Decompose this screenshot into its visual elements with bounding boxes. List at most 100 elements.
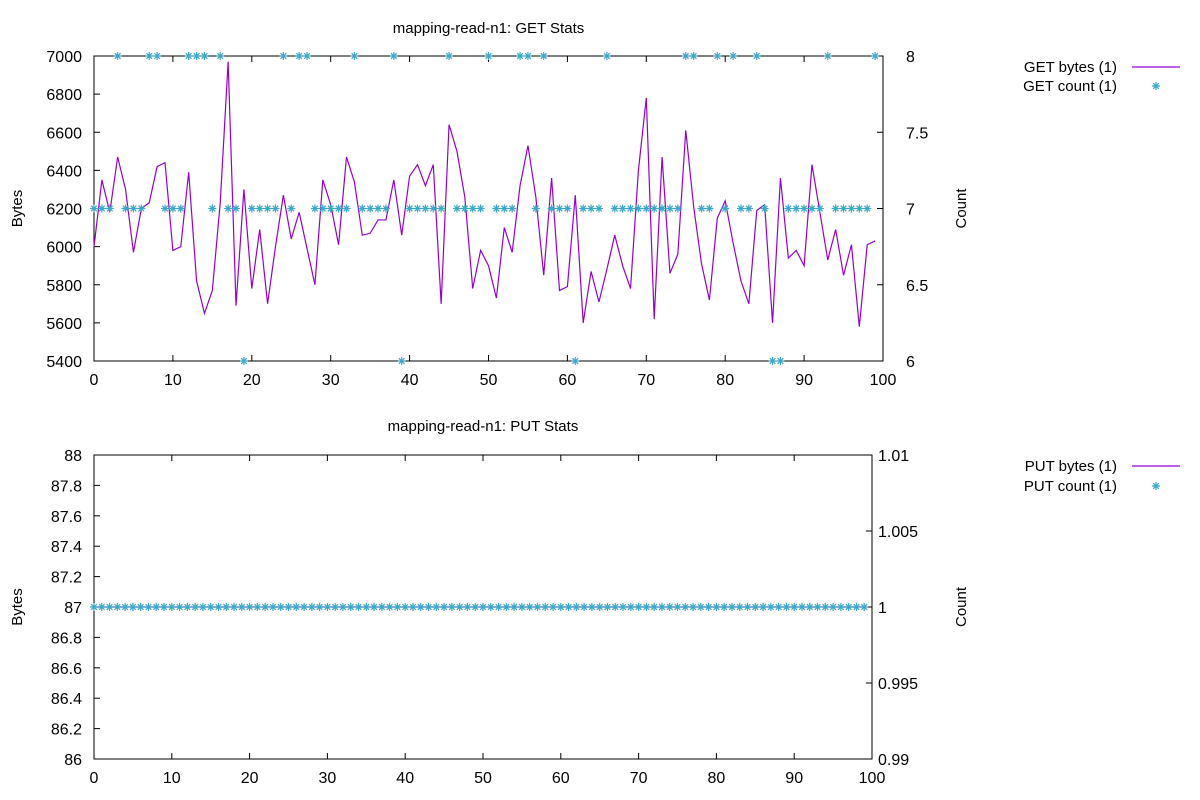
count-point: [245, 603, 254, 611]
point-marker: [650, 204, 659, 213]
point-marker: [852, 603, 861, 611]
x-tick-label: 70: [637, 372, 655, 389]
count-point: [452, 204, 461, 213]
count-point: [105, 204, 114, 213]
count-point: [405, 204, 414, 213]
point-marker: [445, 52, 454, 60]
count-point: [176, 204, 185, 213]
point-marker: [797, 603, 806, 611]
count-point: [736, 204, 745, 213]
count-point: [468, 204, 477, 213]
count-point: [774, 603, 783, 611]
count-point: [136, 603, 145, 611]
point-marker: [184, 52, 193, 60]
count-point: [642, 204, 651, 213]
count-point: [782, 603, 791, 611]
y-tick-label: 7000: [46, 49, 82, 66]
point-marker: [603, 603, 612, 611]
count-point: [216, 52, 225, 60]
count-point: [310, 204, 319, 213]
count-point: [836, 603, 845, 611]
count-point: [261, 603, 270, 611]
count-point: [137, 204, 146, 213]
count-point: [303, 52, 312, 60]
point-marker: [224, 204, 233, 213]
point-marker: [300, 603, 309, 611]
count-point: [626, 204, 635, 213]
point-marker: [500, 204, 509, 213]
point-marker: [455, 603, 464, 611]
point-marker: [136, 603, 145, 611]
point-marker: [287, 204, 296, 213]
count-point: [539, 52, 548, 60]
count-point: [358, 204, 367, 213]
count-point: [237, 603, 246, 611]
y-tick-label: 87.6: [51, 509, 82, 526]
count-point: [397, 357, 406, 365]
point-marker: [836, 603, 845, 611]
chart-title: mapping-read-n1: PUT Stats: [388, 418, 579, 435]
count-point: [829, 603, 838, 611]
count-point: [362, 603, 371, 611]
legend-point-swatch: [1152, 482, 1160, 490]
count-point: [533, 603, 542, 611]
point-marker: [393, 603, 402, 611]
point-marker: [517, 603, 526, 611]
y-tick-label: 6800: [46, 87, 82, 104]
point-marker: [338, 603, 347, 611]
count-point: [525, 603, 534, 611]
x-tick-label: 40: [401, 372, 419, 389]
point-marker: [370, 603, 379, 611]
point-marker: [602, 52, 611, 60]
point-marker: [807, 204, 816, 213]
point-marker: [721, 204, 730, 213]
count-point: [752, 52, 761, 60]
point-marker: [839, 204, 848, 213]
point-marker: [261, 603, 270, 611]
count-point: [145, 52, 154, 60]
point-marker: [137, 204, 146, 213]
point-marker: [377, 603, 386, 611]
point-marker: [579, 204, 588, 213]
point-marker: [350, 52, 359, 60]
point-marker: [206, 603, 215, 611]
point-marker: [479, 603, 487, 611]
count-point: [681, 603, 690, 611]
point-marker: [736, 204, 745, 213]
count-point: [295, 52, 304, 60]
point-marker: [176, 204, 185, 213]
point-marker: [121, 204, 130, 213]
count-point: [665, 603, 674, 611]
point-marker: [331, 603, 340, 611]
point-marker: [634, 204, 643, 213]
point-marker: [463, 603, 472, 611]
count-point: [642, 603, 651, 611]
count-point: [603, 603, 612, 611]
count-point: [424, 603, 433, 611]
count-point: [346, 603, 355, 611]
x-tick-label: 90: [785, 770, 803, 787]
count-point: [800, 204, 809, 213]
y-tick-label: 5400: [46, 354, 82, 371]
point-marker: [847, 204, 856, 213]
point-marker: [160, 603, 169, 611]
point-marker: [90, 204, 98, 213]
point-marker: [784, 204, 793, 213]
y-tick-label: 86.2: [51, 722, 82, 739]
point-marker: [494, 603, 503, 611]
count-point: [287, 204, 296, 213]
count-point: [184, 52, 193, 60]
point-marker: [792, 204, 801, 213]
point-marker: [759, 603, 768, 611]
count-point: [626, 603, 635, 611]
count-series-points: [90, 603, 869, 611]
x-tick-label: 20: [241, 770, 259, 787]
count-point: [253, 603, 262, 611]
count-point: [161, 204, 170, 213]
count-point: [650, 204, 659, 213]
y-tick-label: 87.2: [51, 570, 82, 587]
count-point: [121, 204, 130, 213]
point-marker: [424, 603, 433, 611]
point-marker: [362, 603, 371, 611]
